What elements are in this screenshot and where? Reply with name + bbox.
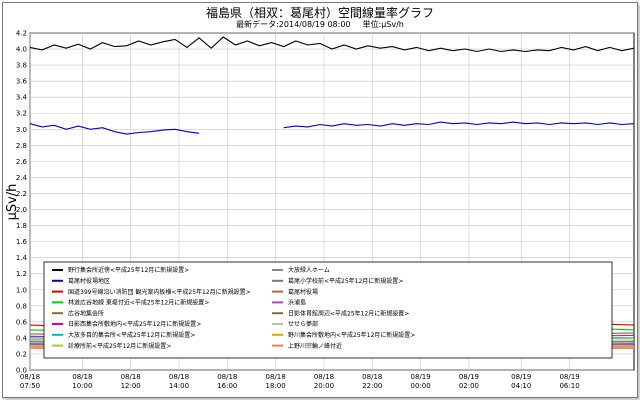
x-tick-time: 14:00 [169,382,189,390]
x-tick-time: 10:00 [72,382,92,390]
y-tick-label: 1.2 [16,270,27,278]
x-tick-date: 08/19 [559,373,579,381]
legend-entry: 国道399号線沿い消防団 観光案内板横<平成25年12月に新規設置> [68,288,251,296]
legend-entry: 日影西集会所敷地内<平成25年12月に新規設置> [68,320,201,328]
legend-entry: 野川集会所敷地内<平成25年12月に新規設置> [288,331,415,339]
x-tick-time: 06:10 [559,382,579,390]
x-tick-date: 08/18 [72,373,92,381]
legend-entry: 葛尾村役場 [288,288,318,296]
y-tick-label: 0.2 [16,350,27,358]
x-tick-time: 12:00 [121,382,141,390]
x-tick-date: 08/18 [121,373,141,381]
y-tick-label: 0.4 [16,334,28,342]
y-tick-label: 0.0 [16,367,27,375]
y-tick-label: 2.0 [16,206,27,214]
x-tick-time: 22:00 [362,382,382,390]
x-tick-time: 04:10 [511,382,531,390]
y-tick-label: 1.0 [16,286,27,294]
x-tick-time: 18:00 [266,382,286,390]
legend-entry: 葛尾村役場地区 [68,277,110,285]
y-tick-label: 3.8 [16,62,27,70]
chart-title: 福島県（相双：葛尾村）空間線量率グラフ [205,6,434,20]
x-tick-date: 08/18 [314,373,334,381]
legend-entry: 野行集会所近傍<平成25年12月に新規設置> [68,266,189,274]
legend-entry: 広谷地集会所 [68,309,104,317]
y-tick-label: 3.0 [16,126,27,134]
legend-entry: 林道広谷地線 東堤付近<平成25年12月に新規設置> [68,299,209,307]
series-line [29,121,635,135]
y-tick-labels: 0.0 0.2 0.4 0.6 0.8 1.0 1.2 1.4 1.6 1.8 2.0 2.2 2.4 2… [16,30,28,375]
y-tick-label: 2.8 [16,142,27,150]
x-tick-date: 08/18 [362,373,382,381]
y-tick-label: 4.2 [16,30,27,38]
x-tick-time: 20:00 [314,382,334,390]
y-tick-label: 1.8 [16,222,27,230]
series-line [29,36,635,53]
legend-entry: 上野川宗輪ノ峰付近 [288,342,342,350]
legend-entry: 日影体育館周辺<平成25年12月に新規設置> [288,309,409,317]
x-tick-labels: 08/1807:5008/1810:0008/1812:0008/1814:00… [20,373,580,390]
x-tick-time: 16:00 [217,382,237,390]
x-tick-date: 08/18 [20,373,40,381]
y-tick-label: 0.8 [16,302,27,310]
y-tick-label: 3.4 [16,94,28,102]
legend: 野行集会所近傍<平成25年12月に新規設置> 葛尾村役場地区国道399号線沿い消防… [43,261,613,359]
legend-entry: 大放緑人ホーム [288,266,330,274]
x-tick-date: 08/19 [511,373,531,381]
x-tick-time: 02:00 [459,382,479,390]
legend-entry: 診療所前<平成25年12月に新規設置> [68,342,171,350]
y-tick-label: 4.0 [16,46,27,54]
x-tick-date: 08/18 [217,373,237,381]
legend-entry: 浜浦島 [288,299,306,307]
y-tick-label: 3.2 [16,110,27,118]
latest-data-label: 最新データ:2014/08/19 08:00 [236,20,351,29]
y-tick-label: 3.6 [16,78,28,86]
unit-label: 単位:μSv/h [362,20,404,29]
y-tick-label: 0.6 [16,318,28,326]
y-tick-label: 2.4 [16,174,28,182]
x-tick-date: 08/19 [459,373,479,381]
x-tick-date: 08/18 [169,373,189,381]
x-tick-date: 08/19 [410,373,430,381]
legend-entry: 大放多目的集会所<平成25年12月に新規設置> [68,331,195,339]
legend-box [43,261,613,359]
y-axis-label: μSv/h [5,184,20,221]
y-tick-label: 2.6 [16,158,28,166]
x-tick-time: 00:00 [410,382,430,390]
x-tick-date: 08/18 [266,373,286,381]
y-tick-label: 2.2 [16,190,27,198]
x-tick-time: 07:50 [20,382,40,390]
y-tick-label: 1.4 [16,254,28,262]
chart-subtitle: 最新データ:2014/08/19 08:00 単位:μSv/h [0,19,640,30]
y-tick-label: 1.6 [16,238,28,246]
legend-entry: 葛尾小学校前<平成25年12月に新規設置> [288,277,403,285]
legend-entry: せせら夢部 [288,320,318,328]
